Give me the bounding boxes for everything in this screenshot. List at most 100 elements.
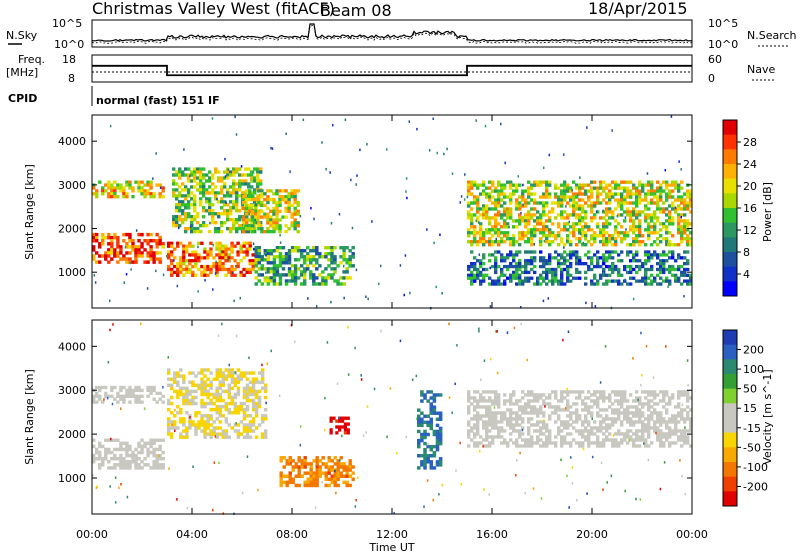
scatter-cell [251, 383, 256, 388]
scatter-cell [548, 396, 552, 400]
scatter-cell [242, 389, 247, 394]
scatter-cell [479, 192, 483, 196]
noise-left-tick-bottom: 10^0 [54, 38, 84, 51]
scatter-cell [644, 390, 648, 394]
noise-speck [264, 271, 267, 274]
scatter-cell [656, 429, 660, 433]
noise-speck [478, 253, 481, 256]
scatter-cell [572, 180, 576, 184]
scatter-cell [233, 380, 238, 384]
scatter-cell [680, 444, 684, 448]
scatter-cell [599, 426, 603, 430]
scatter-cell [674, 420, 678, 424]
scatter-cell [98, 245, 102, 249]
scatter-cell [269, 276, 274, 280]
scatter-cell [524, 213, 528, 217]
scatter-cell [128, 186, 132, 190]
scatter-cell [596, 186, 600, 190]
scatter-cell [608, 279, 612, 283]
scatter-cell [482, 192, 486, 196]
scatter-cell [467, 273, 471, 277]
scatter-cell [497, 432, 501, 436]
scatter-cell [155, 400, 159, 404]
noise-speck [508, 225, 510, 229]
scatter-cell [677, 411, 681, 415]
scatter-cell [251, 401, 256, 406]
scatter-cell [239, 250, 243, 254]
scatter-cell [536, 429, 540, 433]
scatter-cell [632, 213, 636, 217]
scatter-cell [647, 414, 651, 418]
scatter-cell [155, 460, 159, 464]
scatter-cell [229, 218, 233, 222]
noise-speck [354, 505, 357, 508]
scatter-cell [470, 417, 474, 421]
scatter-cell [500, 183, 504, 187]
scatter-cell [233, 395, 238, 400]
scatter-cell [278, 252, 283, 256]
scatter-cell [140, 438, 144, 442]
scatter-cell [315, 456, 319, 460]
scatter-cell [155, 438, 159, 442]
scatter-cell [293, 270, 298, 274]
scatter-cell [290, 245, 295, 250]
scatter-cell [509, 432, 513, 436]
scatter-cell [494, 189, 498, 193]
scatter-cell [293, 273, 298, 277]
scatter-cell [587, 432, 591, 436]
scatter-cell [677, 390, 681, 394]
noise-speck [632, 357, 634, 360]
scatter-cell [299, 252, 304, 256]
scatter-cell [107, 195, 111, 199]
scatter-cell [232, 223, 236, 228]
scatter-cell [530, 393, 534, 397]
scatter-cell [491, 264, 495, 269]
scatter-cell [476, 390, 480, 394]
scatter-cell [122, 257, 126, 261]
scatter-cell [602, 432, 606, 436]
scatter-cell [677, 396, 681, 400]
scatter-cell [569, 240, 573, 244]
scatter-cell [584, 435, 588, 439]
scatter-cell [605, 201, 609, 205]
scatter-cell [566, 253, 570, 257]
scatter-cell [650, 189, 654, 193]
scatter-cell [206, 389, 210, 394]
scatter-cell [182, 253, 186, 257]
scatter-cell [146, 239, 150, 243]
scatter-cell [482, 426, 486, 430]
scatter-cell [306, 471, 310, 475]
scatter-cell [221, 435, 225, 439]
scatter-cell [476, 426, 480, 430]
scatter-cell [251, 377, 256, 381]
scatter-cell [599, 396, 603, 400]
scatter-cell [110, 239, 114, 243]
scatter-cell [110, 438, 114, 442]
scatter-cell [638, 231, 642, 235]
scatter-cell [253, 218, 257, 222]
scatter-cell [259, 220, 263, 225]
scatter-cell [131, 450, 135, 455]
scatter-cell [351, 465, 355, 469]
scatter-cell [193, 185, 197, 189]
scatter-cell [467, 228, 471, 232]
scatter-cell [488, 186, 492, 190]
scatter-cell [686, 204, 690, 208]
scatter-cell [318, 468, 322, 472]
scatter-cell [644, 276, 648, 280]
scatter-cell [596, 429, 600, 433]
scatter-cell [506, 210, 510, 214]
scatter-cell [221, 244, 225, 248]
scatter-cell [590, 414, 594, 418]
scatter-cell [218, 411, 222, 415]
scatter-cell [527, 432, 531, 436]
scatter-cell [497, 243, 501, 247]
scatter-cell [611, 213, 615, 217]
scatter-cell [566, 432, 570, 436]
scatter-cell [248, 218, 252, 222]
scatter-cell [608, 399, 612, 403]
scatter-cell [178, 206, 182, 210]
scatter-cell [653, 279, 657, 283]
scatter-cell [680, 256, 684, 260]
scatter-cell [677, 435, 681, 439]
